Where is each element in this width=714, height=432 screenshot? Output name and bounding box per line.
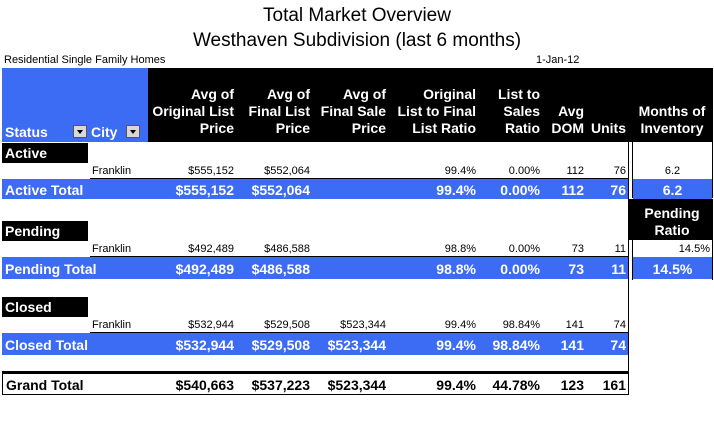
closed-total-orig: $532,944 — [175, 337, 234, 353]
grand-total-units: 161 — [602, 377, 626, 393]
status-filter-dropdown-icon[interactable] — [73, 125, 87, 138]
closed-total-final-list: $529,508 — [251, 337, 310, 353]
pending-ratio-right-border — [712, 240, 713, 280]
header-units: Units — [591, 120, 626, 136]
closed-dom: 141 — [565, 319, 584, 331]
grand-total-dom: 123 — [560, 377, 584, 393]
table-right-border — [628, 142, 629, 394]
active-total-ratio2: 0.00% — [500, 182, 540, 198]
header-pending-ratio: Pending Ratio — [644, 205, 700, 238]
pending-orig-list: $492,489 — [188, 243, 234, 255]
closed-total-ratio1: 99.4% — [436, 337, 476, 353]
active-total-ratio1: 99.4% — [436, 182, 476, 198]
closed-row-divider — [90, 332, 628, 333]
active-orig-list: $555,152 — [188, 165, 234, 177]
active-total-label: Active Total — [5, 182, 84, 198]
header-avg-final-sale-price: Avg of Final Sale Price — [320, 86, 386, 136]
active-total-row — [2, 179, 628, 199]
city-filter-dropdown-icon[interactable] — [126, 125, 140, 138]
pending-total-orig: $492,489 — [175, 261, 234, 277]
group-label-active: Active — [2, 143, 88, 163]
header-values-bg — [148, 68, 629, 142]
header-avg-final-list-price: Avg of Final List Price — [248, 86, 310, 136]
pending-city: Franklin — [92, 243, 132, 255]
report-title-line1: Total Market Overview — [263, 5, 451, 26]
pending-ratio-left-border — [632, 240, 633, 280]
active-total-units: 76 — [610, 182, 626, 198]
active-city: Franklin — [92, 165, 132, 177]
pending-dom: 73 — [571, 243, 584, 255]
active-final-list: $552,064 — [264, 165, 310, 177]
inventory-right-border — [712, 142, 713, 198]
closed-total-ratio2: 98.84% — [492, 337, 540, 353]
pending-ratio-value: 14.5% — [678, 243, 710, 255]
pending-total-ratio: 14.5% — [652, 261, 693, 277]
active-total-inventory-bg — [633, 179, 712, 199]
closed-total-label: Closed Total — [5, 337, 88, 353]
pending-total-ratio-bg — [633, 257, 712, 279]
header-months-of-inventory: Months of Inventory — [638, 103, 706, 136]
closed-ratio1: 99.4% — [444, 319, 476, 331]
pending-total-final-list: $486,588 — [251, 261, 310, 277]
group-label-pending: Pending — [2, 221, 88, 241]
grand-total-final-sale: $523,344 — [327, 377, 386, 393]
closed-total-row — [2, 333, 628, 355]
header-list-to-sales-ratio: List to Sales Ratio — [498, 86, 540, 136]
active-dom: 112 — [566, 165, 584, 177]
pending-ratio-header-bg — [629, 199, 713, 240]
report-date: 1-Jan-12 — [536, 54, 580, 66]
pending-total-label: Pending Total — [5, 261, 97, 277]
closed-total-final-sale: $523,344 — [327, 337, 386, 353]
pending-units: 11 — [614, 243, 626, 255]
header-status: Status — [5, 124, 48, 140]
closed-final-sale: $523,344 — [340, 319, 386, 331]
active-row-divider — [90, 178, 628, 179]
active-ratio1: 99.4% — [444, 165, 476, 177]
active-units: 76 — [613, 165, 626, 177]
closed-total-units: 74 — [610, 337, 626, 353]
header-city: City — [91, 124, 118, 140]
active-total-orig: $555,152 — [175, 182, 234, 198]
active-ratio2: 0.00% — [508, 165, 540, 177]
header-original-list-to-final-list-ratio: Original List to Final List Ratio — [397, 86, 476, 136]
pending-row-divider — [90, 256, 628, 257]
inventory-left-border — [632, 142, 633, 198]
grand-total-left-border — [2, 371, 3, 395]
grand-total-ratio1: 99.4% — [436, 377, 476, 393]
closed-units: 74 — [613, 319, 626, 331]
closed-orig-list: $532,944 — [188, 319, 234, 331]
closed-final-list: $529,508 — [264, 319, 310, 331]
group-label-closed: Closed — [2, 297, 88, 317]
pending-final-list: $486,588 — [264, 243, 310, 255]
active-total-final-list: $552,064 — [251, 182, 310, 198]
pending-total-units: 11 — [611, 261, 626, 277]
header-avg-original-list-price: Avg of Original List Price — [152, 86, 234, 136]
header-avg-dom: Avg DOM — [551, 103, 584, 136]
pending-total-dom: 73 — [568, 261, 584, 277]
closed-ratio2: 98.84% — [502, 319, 540, 331]
property-type-label: Residential Single Family Homes — [4, 54, 166, 66]
active-months-inventory: 6.2 — [664, 165, 681, 177]
pending-ratio1: 98.8% — [444, 243, 476, 255]
grand-total-label: Grand Total — [6, 377, 84, 393]
pending-total-ratio2: 0.00% — [500, 261, 540, 277]
grand-total-top-rule — [2, 371, 629, 374]
active-total-months-inventory: 6.2 — [662, 182, 683, 198]
report-title-line2: Westhaven Subdivision (last 6 months) — [192, 30, 522, 51]
grand-total-ratio2: 44.78% — [492, 377, 540, 393]
active-total-dom: 112 — [561, 182, 584, 198]
grand-total-orig: $540,663 — [175, 377, 234, 393]
pending-total-row — [2, 257, 628, 279]
closed-city: Franklin — [92, 319, 132, 331]
pending-ratio2: 0.00% — [508, 243, 540, 255]
grand-total-final-list: $537,223 — [251, 377, 310, 393]
header-inventory-bg — [629, 68, 713, 142]
grand-total-bottom-rule — [2, 394, 629, 395]
closed-total-dom: 141 — [560, 337, 584, 353]
pending-total-ratio1: 98.8% — [436, 261, 476, 277]
